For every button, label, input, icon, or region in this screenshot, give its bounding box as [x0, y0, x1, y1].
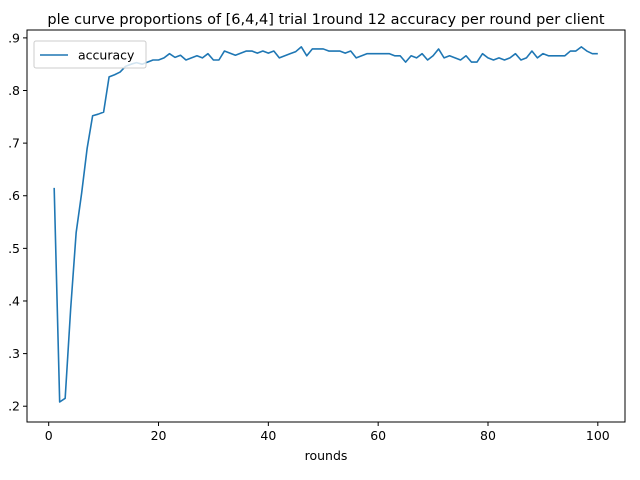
x-axis-label: rounds: [305, 448, 348, 463]
y-tick-label: .4: [8, 293, 20, 308]
axes-frame: [26, 29, 626, 423]
x-tick-label: 80: [480, 428, 496, 443]
y-axis: .2 .3 .4 .5 .6 .7 .8 .9: [8, 30, 27, 414]
chart-title: ple curve proportions of [6,4,4] trial 1…: [47, 12, 605, 28]
x-axis: 0 20 40 60 80 100: [45, 422, 610, 443]
legend-label-accuracy: accuracy: [78, 48, 135, 63]
x-tick-label: 100: [586, 428, 610, 443]
y-tick-label: .7: [8, 136, 20, 151]
legend-box: [33, 40, 147, 69]
x-tick-label: 0: [45, 428, 53, 443]
y-tick-label: .3: [8, 346, 20, 361]
y-tick-label: .2: [8, 399, 20, 414]
y-tick-label: .8: [8, 83, 20, 98]
x-tick-label: 60: [370, 428, 386, 443]
y-tick-label: .9: [8, 30, 20, 45]
y-tick-label: .5: [8, 241, 20, 256]
legend: accuracy: [33, 40, 147, 69]
y-tick-label: .6: [8, 188, 20, 203]
x-tick-label: 40: [260, 428, 276, 443]
x-tick-label: 20: [151, 428, 167, 443]
